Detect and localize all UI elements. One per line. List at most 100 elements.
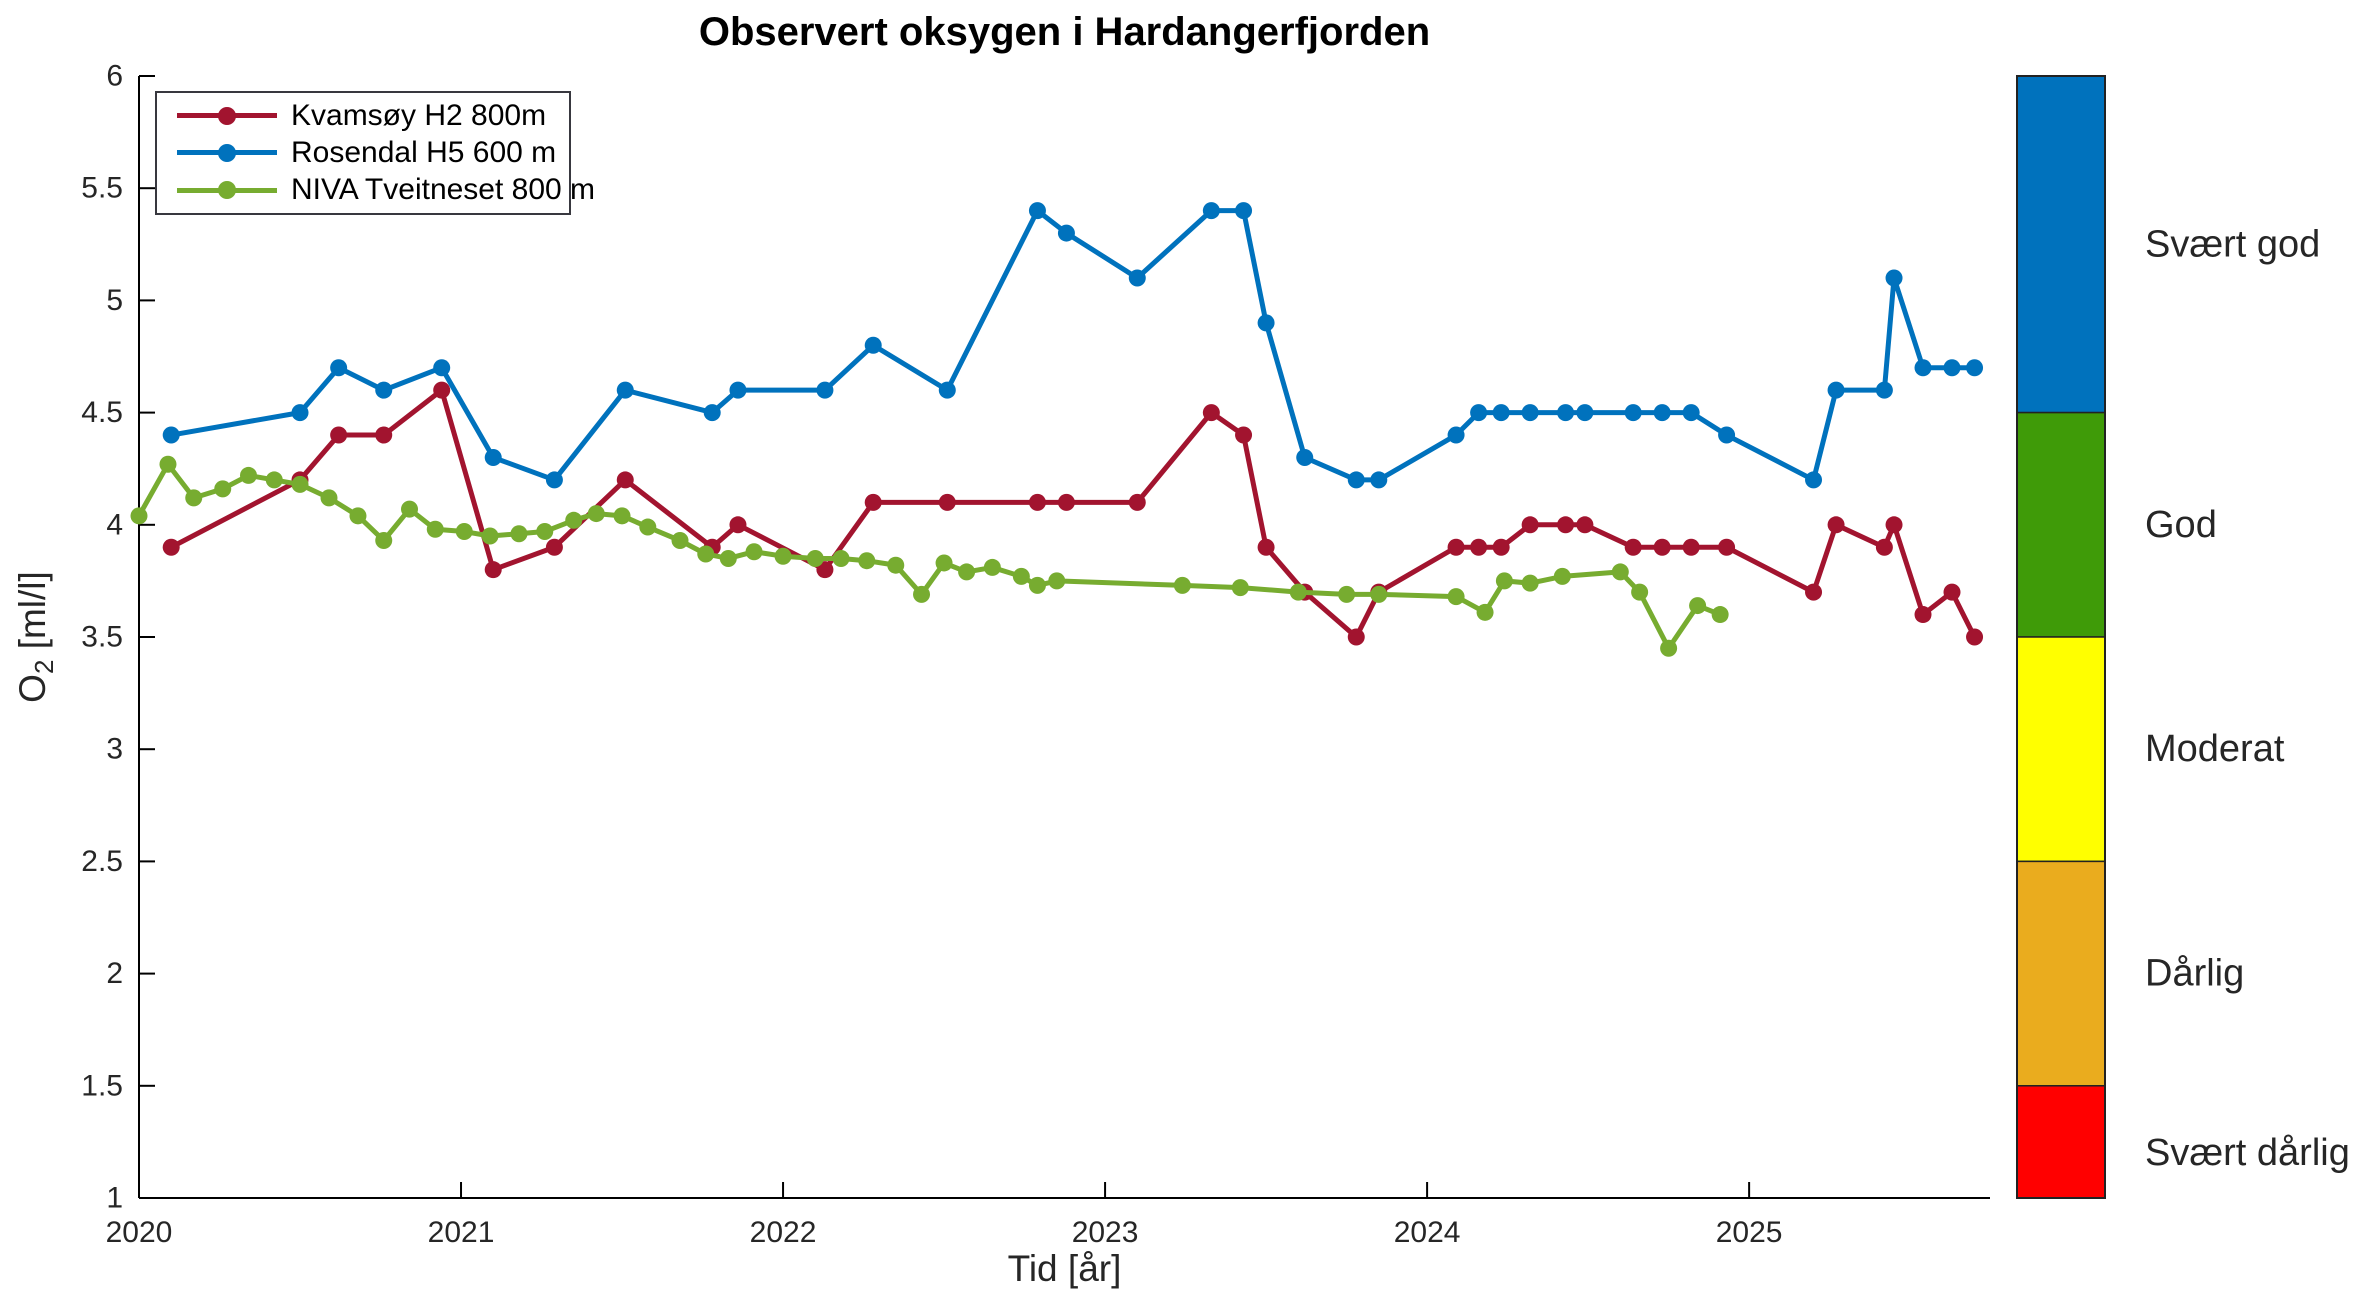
legend-marker-icon xyxy=(218,181,236,200)
legend-item-rosendal: Rosendal H5 600 m xyxy=(157,136,569,170)
data-point-marker xyxy=(1202,404,1220,422)
data-point-marker xyxy=(375,532,393,550)
series-niva xyxy=(130,455,1729,657)
data-point-marker xyxy=(1653,538,1671,556)
data-point-marker xyxy=(375,381,393,399)
data-point-marker xyxy=(1521,574,1539,592)
colorbar-segment-label: God xyxy=(2145,504,2217,546)
data-point-marker xyxy=(1624,538,1642,556)
data-point-marker xyxy=(426,520,444,538)
data-point-marker xyxy=(864,336,882,354)
data-point-marker xyxy=(1689,597,1707,615)
data-point-marker xyxy=(887,556,905,574)
y-tick-label: 1 xyxy=(106,1182,123,1215)
data-point-marker xyxy=(1173,576,1191,594)
data-point-marker xyxy=(639,518,657,536)
x-tick-label: 2023 xyxy=(1072,1216,1139,1249)
data-point-marker xyxy=(349,507,367,525)
data-point-marker xyxy=(1827,381,1845,399)
data-point-marker xyxy=(671,532,689,550)
data-point-marker xyxy=(162,426,180,444)
series-line xyxy=(136,461,1723,651)
data-point-marker xyxy=(1611,563,1629,581)
data-point-marker xyxy=(1943,359,1961,377)
y-tick-label: 5.5 xyxy=(81,172,123,205)
data-point-marker xyxy=(1521,516,1539,534)
data-point-marker xyxy=(1057,493,1075,511)
data-point-marker xyxy=(1289,583,1307,601)
data-point-marker xyxy=(1470,538,1488,556)
data-point-marker xyxy=(1257,314,1275,332)
x-tick-label: 2022 xyxy=(750,1216,817,1249)
data-point-marker xyxy=(1202,202,1220,220)
data-point-marker xyxy=(1492,404,1510,422)
data-point-marker xyxy=(1470,404,1488,422)
legend-line-sample xyxy=(177,143,277,162)
y-axis-label-subscript: 2 xyxy=(29,659,60,675)
legend-line-sample xyxy=(177,106,277,125)
data-point-marker xyxy=(1028,493,1046,511)
data-point-marker xyxy=(613,507,631,525)
y-tick-label: 2 xyxy=(106,957,123,990)
data-point-marker xyxy=(1128,493,1146,511)
data-point-marker xyxy=(1875,381,1893,399)
data-point-marker xyxy=(1711,606,1729,624)
data-point-marker xyxy=(239,466,257,484)
data-point-marker xyxy=(806,549,824,567)
data-point-marker xyxy=(1827,516,1845,534)
data-point-marker xyxy=(565,511,583,529)
data-point-marker xyxy=(375,426,393,444)
data-point-marker xyxy=(1557,516,1575,534)
data-point-marker xyxy=(935,554,953,572)
legend-label: Kvamsøy H2 800m xyxy=(291,98,547,132)
data-point-marker xyxy=(1447,426,1465,444)
data-point-marker xyxy=(1875,538,1893,556)
y-tick-label: 3.5 xyxy=(81,621,123,654)
data-point-marker xyxy=(1966,628,1984,646)
x-axis-label: Tid [år] xyxy=(1007,1248,1122,1289)
y-tick-label: 1.5 xyxy=(81,1069,123,1102)
data-point-marker xyxy=(1718,538,1736,556)
data-point-marker xyxy=(1370,471,1388,489)
data-point-marker xyxy=(1914,606,1932,624)
data-point-marker xyxy=(265,471,283,489)
series-line xyxy=(168,387,1978,640)
colorbar-segment xyxy=(2016,1085,2106,1199)
y-tick-label: 4.5 xyxy=(81,396,123,429)
data-point-marker xyxy=(433,381,451,399)
data-point-marker xyxy=(1553,567,1571,585)
data-point-marker xyxy=(958,563,976,581)
data-point-marker xyxy=(1660,639,1678,657)
data-point-marker xyxy=(1914,359,1932,377)
y-tick-label: 2.5 xyxy=(81,845,123,878)
data-point-marker xyxy=(703,404,721,422)
data-point-marker xyxy=(1557,404,1575,422)
data-point-marker xyxy=(1476,603,1494,621)
data-point-marker xyxy=(1495,572,1513,590)
data-point-marker xyxy=(729,516,747,534)
x-tick-label: 2021 xyxy=(428,1216,495,1249)
data-point-marker xyxy=(185,489,203,507)
data-point-marker xyxy=(616,381,634,399)
legend-label: NIVA Tveitneset 800 m xyxy=(291,173,596,207)
data-point-marker xyxy=(1885,269,1903,287)
data-point-marker xyxy=(1235,202,1253,220)
colorbar-segment xyxy=(2016,636,2106,863)
chart-title: Observert oksygen i Hardangerfjorden xyxy=(698,10,1431,54)
data-point-marker xyxy=(162,538,180,556)
data-point-marker xyxy=(1296,448,1314,466)
data-point-marker xyxy=(1576,516,1594,534)
data-point-marker xyxy=(1631,583,1649,601)
data-point-marker xyxy=(832,549,850,567)
data-point-marker xyxy=(1966,359,1984,377)
data-point-marker xyxy=(130,507,148,525)
data-point-marker xyxy=(1347,628,1365,646)
data-point-marker xyxy=(1653,404,1671,422)
data-point-marker xyxy=(1235,426,1253,444)
legend-item-niva: NIVA Tveitneset 800 m xyxy=(157,173,595,207)
y-axis-label: O2 [ml/l] xyxy=(12,571,60,703)
legend-item-kvamsoy: Kvamsøy H2 800m xyxy=(157,99,569,133)
data-point-marker xyxy=(484,448,502,466)
data-point-marker xyxy=(774,547,792,565)
